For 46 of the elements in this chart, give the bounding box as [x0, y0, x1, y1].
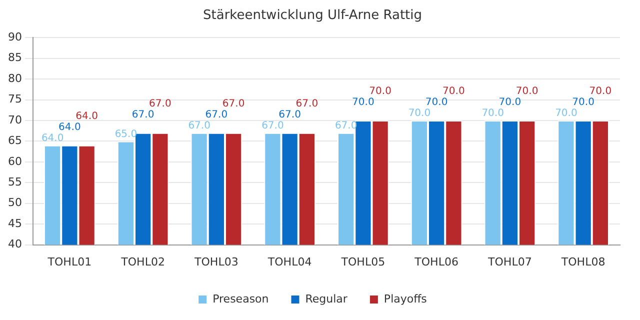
y-tick-label: 65 — [8, 134, 22, 148]
data-label: 70.0 — [408, 108, 431, 120]
y-tick-label: 90 — [8, 30, 22, 44]
legend-label: Playoffs — [384, 292, 428, 306]
data-label: 67.0 — [296, 98, 318, 110]
data-label: 67.0 — [149, 98, 172, 110]
x-tick-label: TOHL04 — [266, 255, 312, 268]
data-label: 64.0 — [41, 132, 64, 144]
y-tick-label: 70 — [8, 113, 22, 126]
y-tick-label: 40 — [8, 238, 22, 251]
data-label: 67.0 — [132, 110, 154, 121]
x-tick-label: TOHL01 — [46, 255, 92, 268]
y-tick-label: 55 — [8, 176, 22, 188]
x-tick-label: TOHL08 — [560, 255, 606, 268]
data-label: 70.0 — [516, 86, 538, 98]
data-label: 64.0 — [58, 122, 81, 133]
x-tick-label: TOHL06 — [414, 255, 458, 268]
data-label: 70.0 — [482, 108, 504, 120]
data-label: 70.0 — [352, 97, 374, 108]
y-tick-label: 50 — [8, 196, 22, 210]
chart-title: Stärkeentwicklung Ulf-Arne Rattig — [202, 8, 422, 24]
legend-label: Regular — [305, 292, 348, 306]
x-tick-label: TOHL07 — [487, 255, 532, 268]
data-label: 70.0 — [589, 86, 612, 98]
data-label: 70.0 — [442, 86, 465, 98]
y-tick-label: 45 — [8, 216, 22, 230]
data-label: 70.0 — [572, 97, 594, 108]
x-tick-label: TOHL03 — [194, 255, 238, 268]
data-label: 70.0 — [425, 97, 448, 108]
x-tick-label: TOHL05 — [340, 255, 386, 268]
y-tick-label: 85 — [8, 51, 22, 64]
data-label: 70.0 — [369, 86, 392, 98]
data-label: 67.0 — [188, 120, 210, 132]
data-label: 67.0 — [278, 110, 301, 121]
y-tick-label: 80 — [8, 72, 22, 85]
data-label: 67.0 — [262, 120, 284, 132]
legend-label: Preseason — [212, 292, 269, 306]
data-label: 65.0 — [114, 128, 138, 140]
y-tick-label: 60 — [8, 154, 22, 168]
y-tick-label: 75 — [8, 92, 22, 106]
data-label: 67.0 — [222, 98, 245, 110]
x-tick-label: TOHL02 — [120, 255, 165, 268]
data-label: 70.0 — [498, 97, 522, 108]
data-label: 67.0 — [205, 110, 228, 121]
data-label: 64.0 — [76, 110, 98, 122]
data-label: 70.0 — [555, 108, 578, 120]
